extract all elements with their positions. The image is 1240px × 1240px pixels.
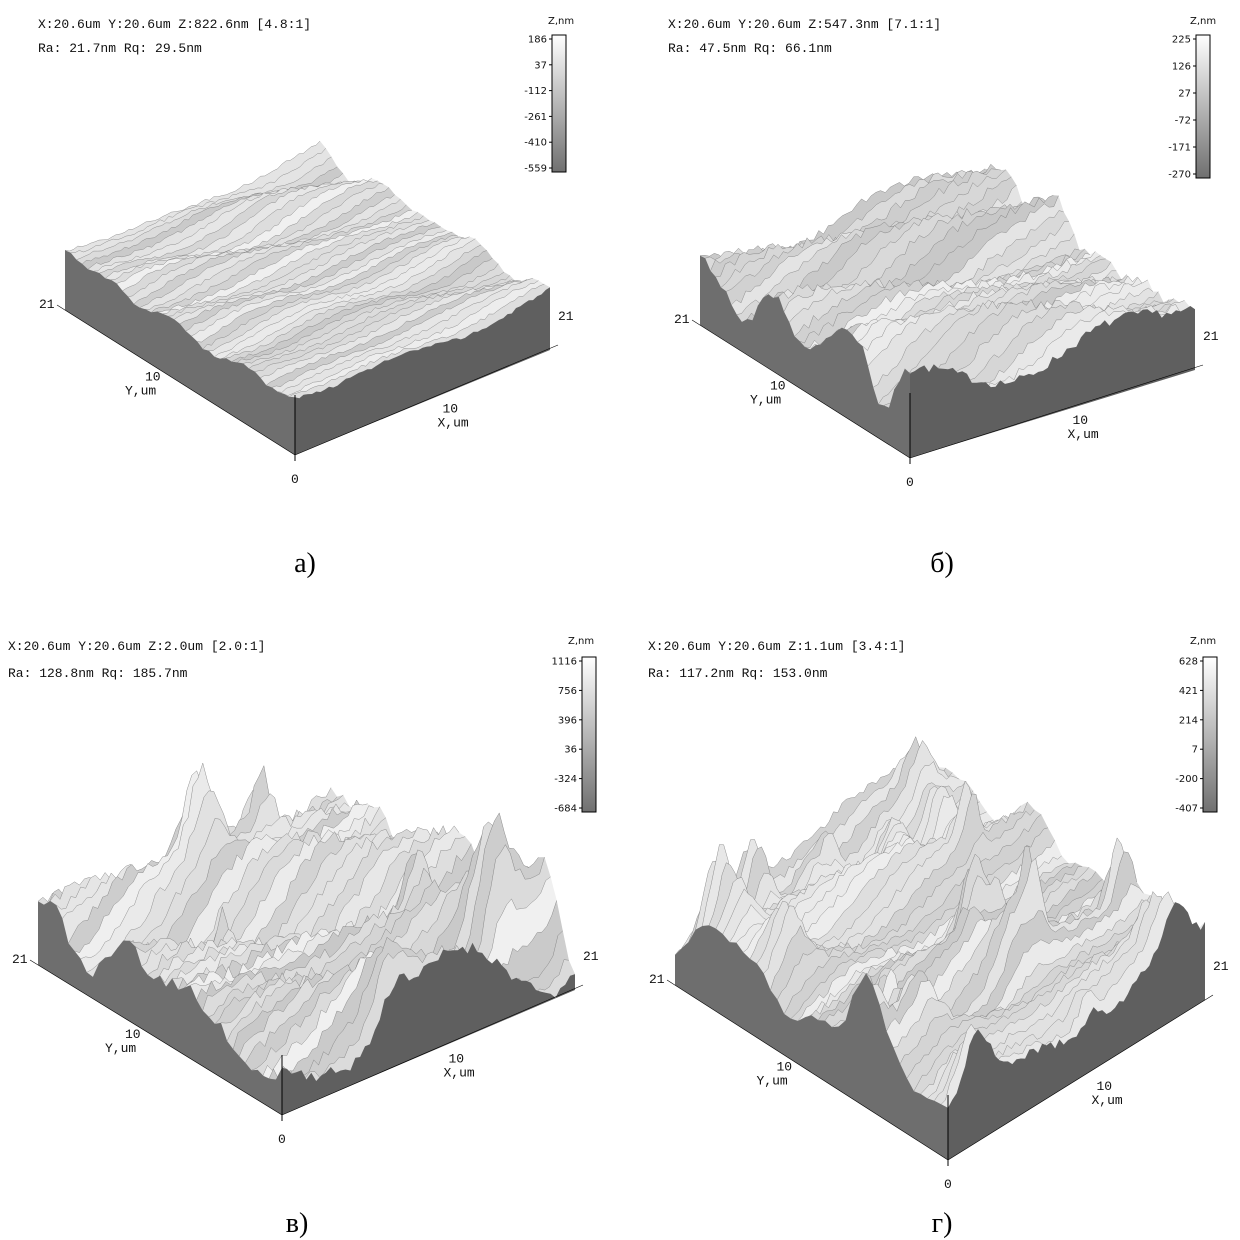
roughness-values: Ra: 21.7nm Rq: 29.5nm <box>38 41 202 56</box>
y-max-label: 21 <box>39 297 55 312</box>
x-mid-label: 10 <box>443 402 459 417</box>
y-mid-label: 10 <box>145 370 161 385</box>
colorbar-tick-label: -270 <box>1168 170 1191 181</box>
afm-panel: X:20.6um Y:20.6um Z:1.1um [3.4:1] Ra: 117… <box>648 636 1229 1239</box>
roughness-values: Ra: 117.2nm Rq: 153.0nm <box>648 666 828 681</box>
figure: X:20.6um Y:20.6um Z:822.6nm [4.8:1] Ra: 2… <box>0 0 1240 1240</box>
x-max-label: 21 <box>1203 329 1219 344</box>
colorbar-tick-label: -171 <box>1168 143 1191 154</box>
y-mid-label: 10 <box>777 1060 793 1075</box>
colorbar-tick-label: -410 <box>524 138 547 149</box>
colorbar-tick-label: -261 <box>524 112 547 123</box>
colorbar-tick-label: -559 <box>524 164 547 175</box>
surface <box>38 763 575 1081</box>
x-max-label: 21 <box>558 309 574 324</box>
colorbar-tick-label: -112 <box>524 86 547 97</box>
roughness-values: Ra: 128.8nm Rq: 185.7nm <box>8 666 188 681</box>
z-unit-label: Z,nm <box>548 16 574 27</box>
colorbar-tick-label: -407 <box>1175 804 1198 815</box>
x-mid-label: 10 <box>449 1052 465 1067</box>
x-max-label: 21 <box>1213 959 1229 974</box>
y-axis-title: Y,um <box>105 1041 136 1056</box>
colorbar-tick-label: 186 <box>528 35 547 46</box>
colorbar-tick-label: 27 <box>1178 89 1191 100</box>
y-max-label: 21 <box>649 972 665 987</box>
colorbar-tick-label: -324 <box>554 774 577 785</box>
colorbar-tick-label: -72 <box>1175 116 1191 127</box>
colorbar-tick-label: 756 <box>558 686 577 697</box>
panel-caption: г) <box>932 1208 953 1239</box>
y-mid-label: 10 <box>125 1027 141 1042</box>
colorbar-tick-label: 396 <box>558 715 577 726</box>
colorbar <box>1196 35 1210 178</box>
colorbar <box>582 657 596 812</box>
colorbar-tick-label: 37 <box>534 60 547 71</box>
x-axis-title: X,um <box>438 416 469 431</box>
colorbar-tick-label: 225 <box>1172 35 1191 46</box>
panel-caption: а) <box>294 548 316 579</box>
colorbar-tick-label: -200 <box>1175 774 1198 785</box>
panel-caption: б) <box>930 548 954 579</box>
y-axis-title: Y,um <box>125 384 156 399</box>
scan-parameters: X:20.6um Y:20.6um Z:822.6nm [4.8:1] <box>38 17 311 32</box>
origin-label: 0 <box>944 1177 952 1192</box>
origin-label: 0 <box>291 472 299 487</box>
colorbar-tick-label: 214 <box>1179 715 1198 726</box>
y-axis-title: Y,um <box>750 393 781 408</box>
colorbar-tick-label: -684 <box>554 804 577 815</box>
scan-parameters: X:20.6um Y:20.6um Z:547.3nm [7.1:1] <box>668 17 941 32</box>
y-max-label: 21 <box>674 312 690 327</box>
scan-parameters: X:20.6um Y:20.6um Z:1.1um [3.4:1] <box>648 639 905 654</box>
x-mid-label: 10 <box>1073 413 1089 428</box>
surface <box>675 737 1205 1108</box>
x-axis-title: X,um <box>1068 427 1099 442</box>
colorbar-tick-label: 36 <box>564 745 577 756</box>
panel-caption: в) <box>286 1208 309 1239</box>
afm-panel: X:20.6um Y:20.6um Z:547.3nm [7.1:1] Ra: 4… <box>668 16 1219 579</box>
colorbar-tick-label: 126 <box>1172 62 1191 73</box>
z-unit-label: Z,nm <box>1190 636 1216 647</box>
scan-parameters: X:20.6um Y:20.6um Z:2.0um [2.0:1] <box>8 639 265 654</box>
x-axis-title: X,um <box>1092 1093 1123 1108</box>
z-unit-label: Z,nm <box>1190 16 1216 27</box>
afm-panel: X:20.6um Y:20.6um Z:2.0um [2.0:1] Ra: 128… <box>8 636 599 1239</box>
y-mid-label: 10 <box>770 379 786 394</box>
colorbar-tick-label: 1116 <box>552 657 577 668</box>
z-unit-label: Z,nm <box>568 636 594 647</box>
x-max-label: 21 <box>583 949 599 964</box>
colorbar-tick-label: 421 <box>1179 686 1198 697</box>
colorbar-tick-label: 7 <box>1192 745 1198 756</box>
colorbar <box>1203 657 1217 812</box>
y-max-label: 21 <box>12 952 28 967</box>
roughness-values: Ra: 47.5nm Rq: 66.1nm <box>668 41 832 56</box>
y-axis-title: Y,um <box>757 1074 788 1089</box>
origin-label: 0 <box>278 1132 286 1147</box>
x-mid-label: 10 <box>1097 1079 1113 1094</box>
origin-label: 0 <box>906 475 914 490</box>
x-axis-title: X,um <box>444 1066 475 1081</box>
colorbar <box>552 35 566 172</box>
colorbar-tick-label: 628 <box>1179 657 1198 668</box>
afm-panel: X:20.6um Y:20.6um Z:822.6nm [4.8:1] Ra: 2… <box>38 16 574 579</box>
